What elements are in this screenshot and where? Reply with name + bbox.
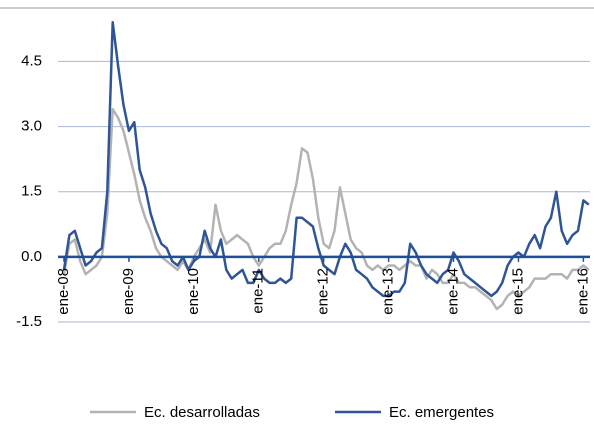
y-tick-label: 4.5 [21,52,42,69]
x-tick-label: ene-08 [55,268,72,315]
x-tick-label: ene-10 [185,268,202,315]
x-tick-label: ene-09 [120,268,137,315]
x-tick-label: ene-15 [509,268,526,315]
x-tick-label: ene-13 [380,268,397,315]
y-tick-label: 3.0 [21,118,42,135]
series-line [62,21,590,298]
y-tick-label: 1.5 [21,183,42,200]
x-tick-label: ene-12 [315,268,332,315]
legend-label: Ec. emergentes [389,404,494,421]
series-line [62,107,590,311]
legend-label: Ec. desarrolladas [144,404,260,421]
x-tick-label: ene-16 [574,268,591,315]
x-tick-label: ene-14 [444,268,461,315]
x-tick-label: ene-11 [250,268,267,314]
y-tick-label: -1.5 [16,313,42,330]
y-tick-label: 0.0 [21,248,42,265]
